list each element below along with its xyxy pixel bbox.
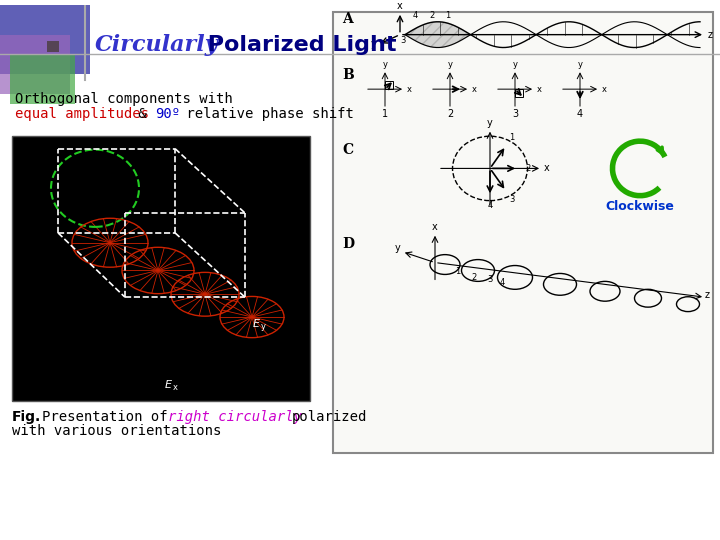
Bar — [0, 5, 90, 75]
Text: x: x — [537, 85, 542, 93]
Text: &: & — [130, 107, 155, 121]
Text: y: y — [261, 322, 266, 331]
Text: y: y — [382, 60, 387, 69]
Text: z: z — [704, 290, 709, 300]
Text: 1: 1 — [509, 133, 514, 142]
Text: 3: 3 — [400, 36, 405, 45]
Text: 2: 2 — [447, 109, 453, 119]
Text: equal amplitudes: equal amplitudes — [15, 107, 149, 121]
Text: A: A — [342, 12, 353, 26]
Bar — [10, 55, 75, 104]
Text: 1: 1 — [446, 11, 451, 20]
Text: z: z — [708, 30, 713, 39]
Bar — [0, 35, 70, 94]
Text: y: y — [371, 38, 377, 49]
Text: relative phase shift: relative phase shift — [178, 107, 354, 121]
Bar — [12, 136, 310, 401]
Text: Circularly: Circularly — [95, 33, 219, 56]
Text: D: D — [342, 237, 354, 251]
Text: y: y — [487, 118, 493, 128]
Text: 3: 3 — [512, 109, 518, 119]
Text: x: x — [602, 85, 607, 93]
FancyBboxPatch shape — [333, 12, 713, 453]
Text: 1: 1 — [382, 109, 388, 119]
Text: x: x — [397, 1, 403, 11]
Text: 4: 4 — [500, 278, 505, 287]
Text: x: x — [407, 85, 412, 93]
Text: 2: 2 — [525, 164, 531, 173]
Text: 1: 1 — [455, 267, 461, 276]
Text: Clockwise: Clockwise — [606, 200, 675, 213]
Text: polarized: polarized — [292, 410, 367, 424]
Text: 3: 3 — [509, 194, 514, 204]
Text: E: E — [165, 380, 172, 390]
Text: B: B — [342, 68, 354, 82]
Text: 4: 4 — [577, 109, 583, 119]
Text: x: x — [432, 222, 438, 232]
Text: 2: 2 — [429, 11, 435, 20]
Text: 2: 2 — [472, 273, 477, 282]
Text: with various orientations: with various orientations — [12, 424, 221, 438]
Text: y: y — [395, 242, 401, 253]
Text: y: y — [448, 60, 452, 69]
Bar — [47, 40, 59, 52]
Text: E: E — [253, 319, 260, 329]
Text: right circularly: right circularly — [168, 410, 302, 424]
Text: y: y — [513, 60, 518, 69]
Bar — [385, 81, 393, 89]
Text: x: x — [544, 164, 550, 173]
Text: 90º: 90º — [155, 107, 180, 121]
Text: Fig.: Fig. — [12, 410, 41, 424]
Text: 4: 4 — [413, 11, 418, 20]
Bar — [515, 89, 523, 97]
Text: Presentation of: Presentation of — [42, 410, 168, 424]
Text: C: C — [342, 143, 353, 157]
Text: y: y — [577, 60, 582, 69]
Text: Polarized Light: Polarized Light — [200, 35, 397, 55]
Text: 3: 3 — [487, 275, 492, 285]
Text: x: x — [173, 383, 178, 393]
Text: 4: 4 — [487, 201, 492, 211]
Text: x: x — [472, 85, 477, 93]
Text: Orthogonal components with: Orthogonal components with — [15, 92, 233, 106]
